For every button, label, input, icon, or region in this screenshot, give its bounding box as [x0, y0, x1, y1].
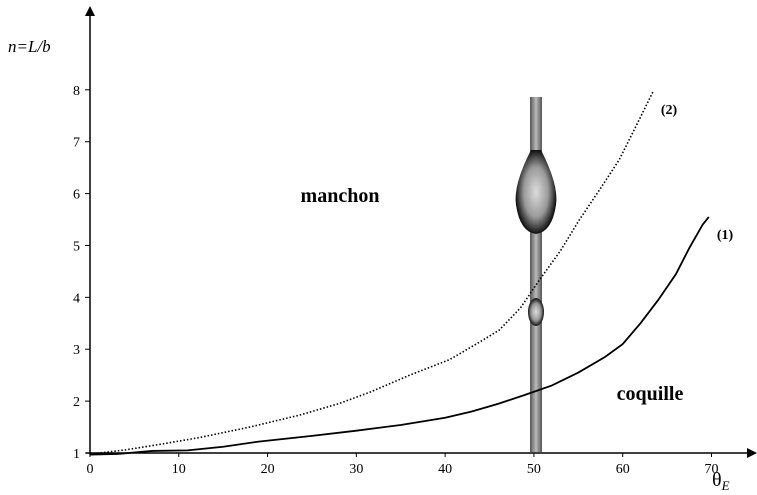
y-tick-label: 2	[73, 395, 80, 410]
x-axis-label-main: θ	[712, 469, 722, 491]
y-tick-label: 7	[73, 136, 80, 151]
y-tick-label: 6	[73, 188, 80, 203]
x-tick-label: 60	[616, 462, 630, 477]
x-tick-label: 10	[172, 462, 186, 477]
y-tick-label: 5	[73, 239, 80, 254]
x-tick-label: 70	[704, 462, 718, 477]
x-tick-label: 20	[261, 462, 275, 477]
x-axis-label-sub: E	[721, 478, 730, 493]
series-line	[89, 216, 710, 456]
y-tick-label: 3	[73, 343, 80, 358]
y-axis-label: n=L/b	[8, 37, 51, 56]
y-axis-arrow	[85, 6, 95, 16]
series-line	[89, 91, 654, 455]
annotation: coquille	[617, 383, 684, 405]
series-name: (2)	[661, 103, 678, 118]
x-axis-label: θE	[712, 469, 730, 493]
series-name: (1)	[717, 228, 734, 243]
y-tick-label: 4	[73, 291, 80, 306]
x-tick-label: 40	[438, 462, 452, 477]
x-tick-label: 0	[87, 462, 94, 477]
y-tick-label: 8	[73, 84, 80, 99]
x-tick-label: 30	[349, 462, 363, 477]
photo	[515, 97, 557, 452]
y-tick-label: 1	[73, 447, 80, 462]
x-tick-label: 50	[527, 462, 541, 477]
x-axis-arrow	[747, 448, 757, 458]
annotation: manchon	[301, 185, 380, 207]
